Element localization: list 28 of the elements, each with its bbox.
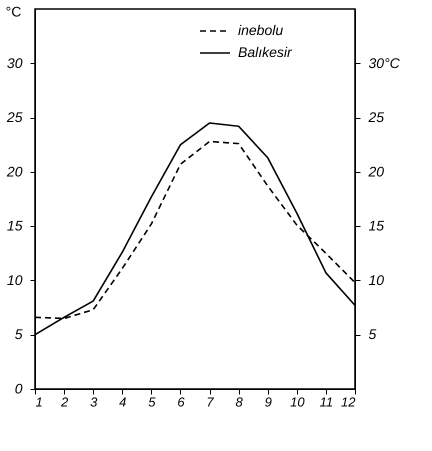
x-tick-label: 9 — [264, 394, 272, 410]
x-tick-label: 7 — [206, 394, 214, 410]
y-tick-label: 5 — [14, 326, 23, 342]
x-tick-label: 4 — [119, 394, 126, 410]
y2-tick-label: 25 — [368, 109, 384, 126]
y-tick-label: 15 — [6, 218, 23, 234]
x-tick-label: 2 — [60, 394, 69, 410]
x-tick-label: 8 — [236, 394, 244, 410]
y-tick-label: 20 — [6, 163, 23, 180]
y2-tick-label: 5 — [368, 326, 376, 342]
x-tick-label: 12 — [341, 394, 356, 410]
y2-tick-label: 20 — [368, 163, 384, 180]
y-tick-label: 30 — [6, 54, 23, 71]
x-tick-label: 1 — [36, 394, 43, 410]
y-tick-label: 25 — [6, 109, 23, 126]
x-tick-label: 10 — [290, 394, 306, 410]
legend-label: Balıkesir — [238, 44, 294, 60]
y-axis-title: °C — [6, 4, 22, 20]
y-tick-label: 10 — [6, 272, 23, 288]
y-tick-label: 0 — [14, 380, 23, 396]
x-tick-label: 5 — [148, 394, 156, 410]
y2-tick-label: 10 — [368, 272, 384, 288]
legend-label: inebolu — [238, 22, 284, 38]
y2-tick-label: 15 — [368, 218, 384, 234]
x-tick-label: 6 — [177, 394, 186, 410]
x-tick-label: 11 — [320, 394, 334, 410]
y2-tick-label: 30°C — [368, 54, 401, 71]
x-tick-label: 3 — [90, 394, 98, 410]
